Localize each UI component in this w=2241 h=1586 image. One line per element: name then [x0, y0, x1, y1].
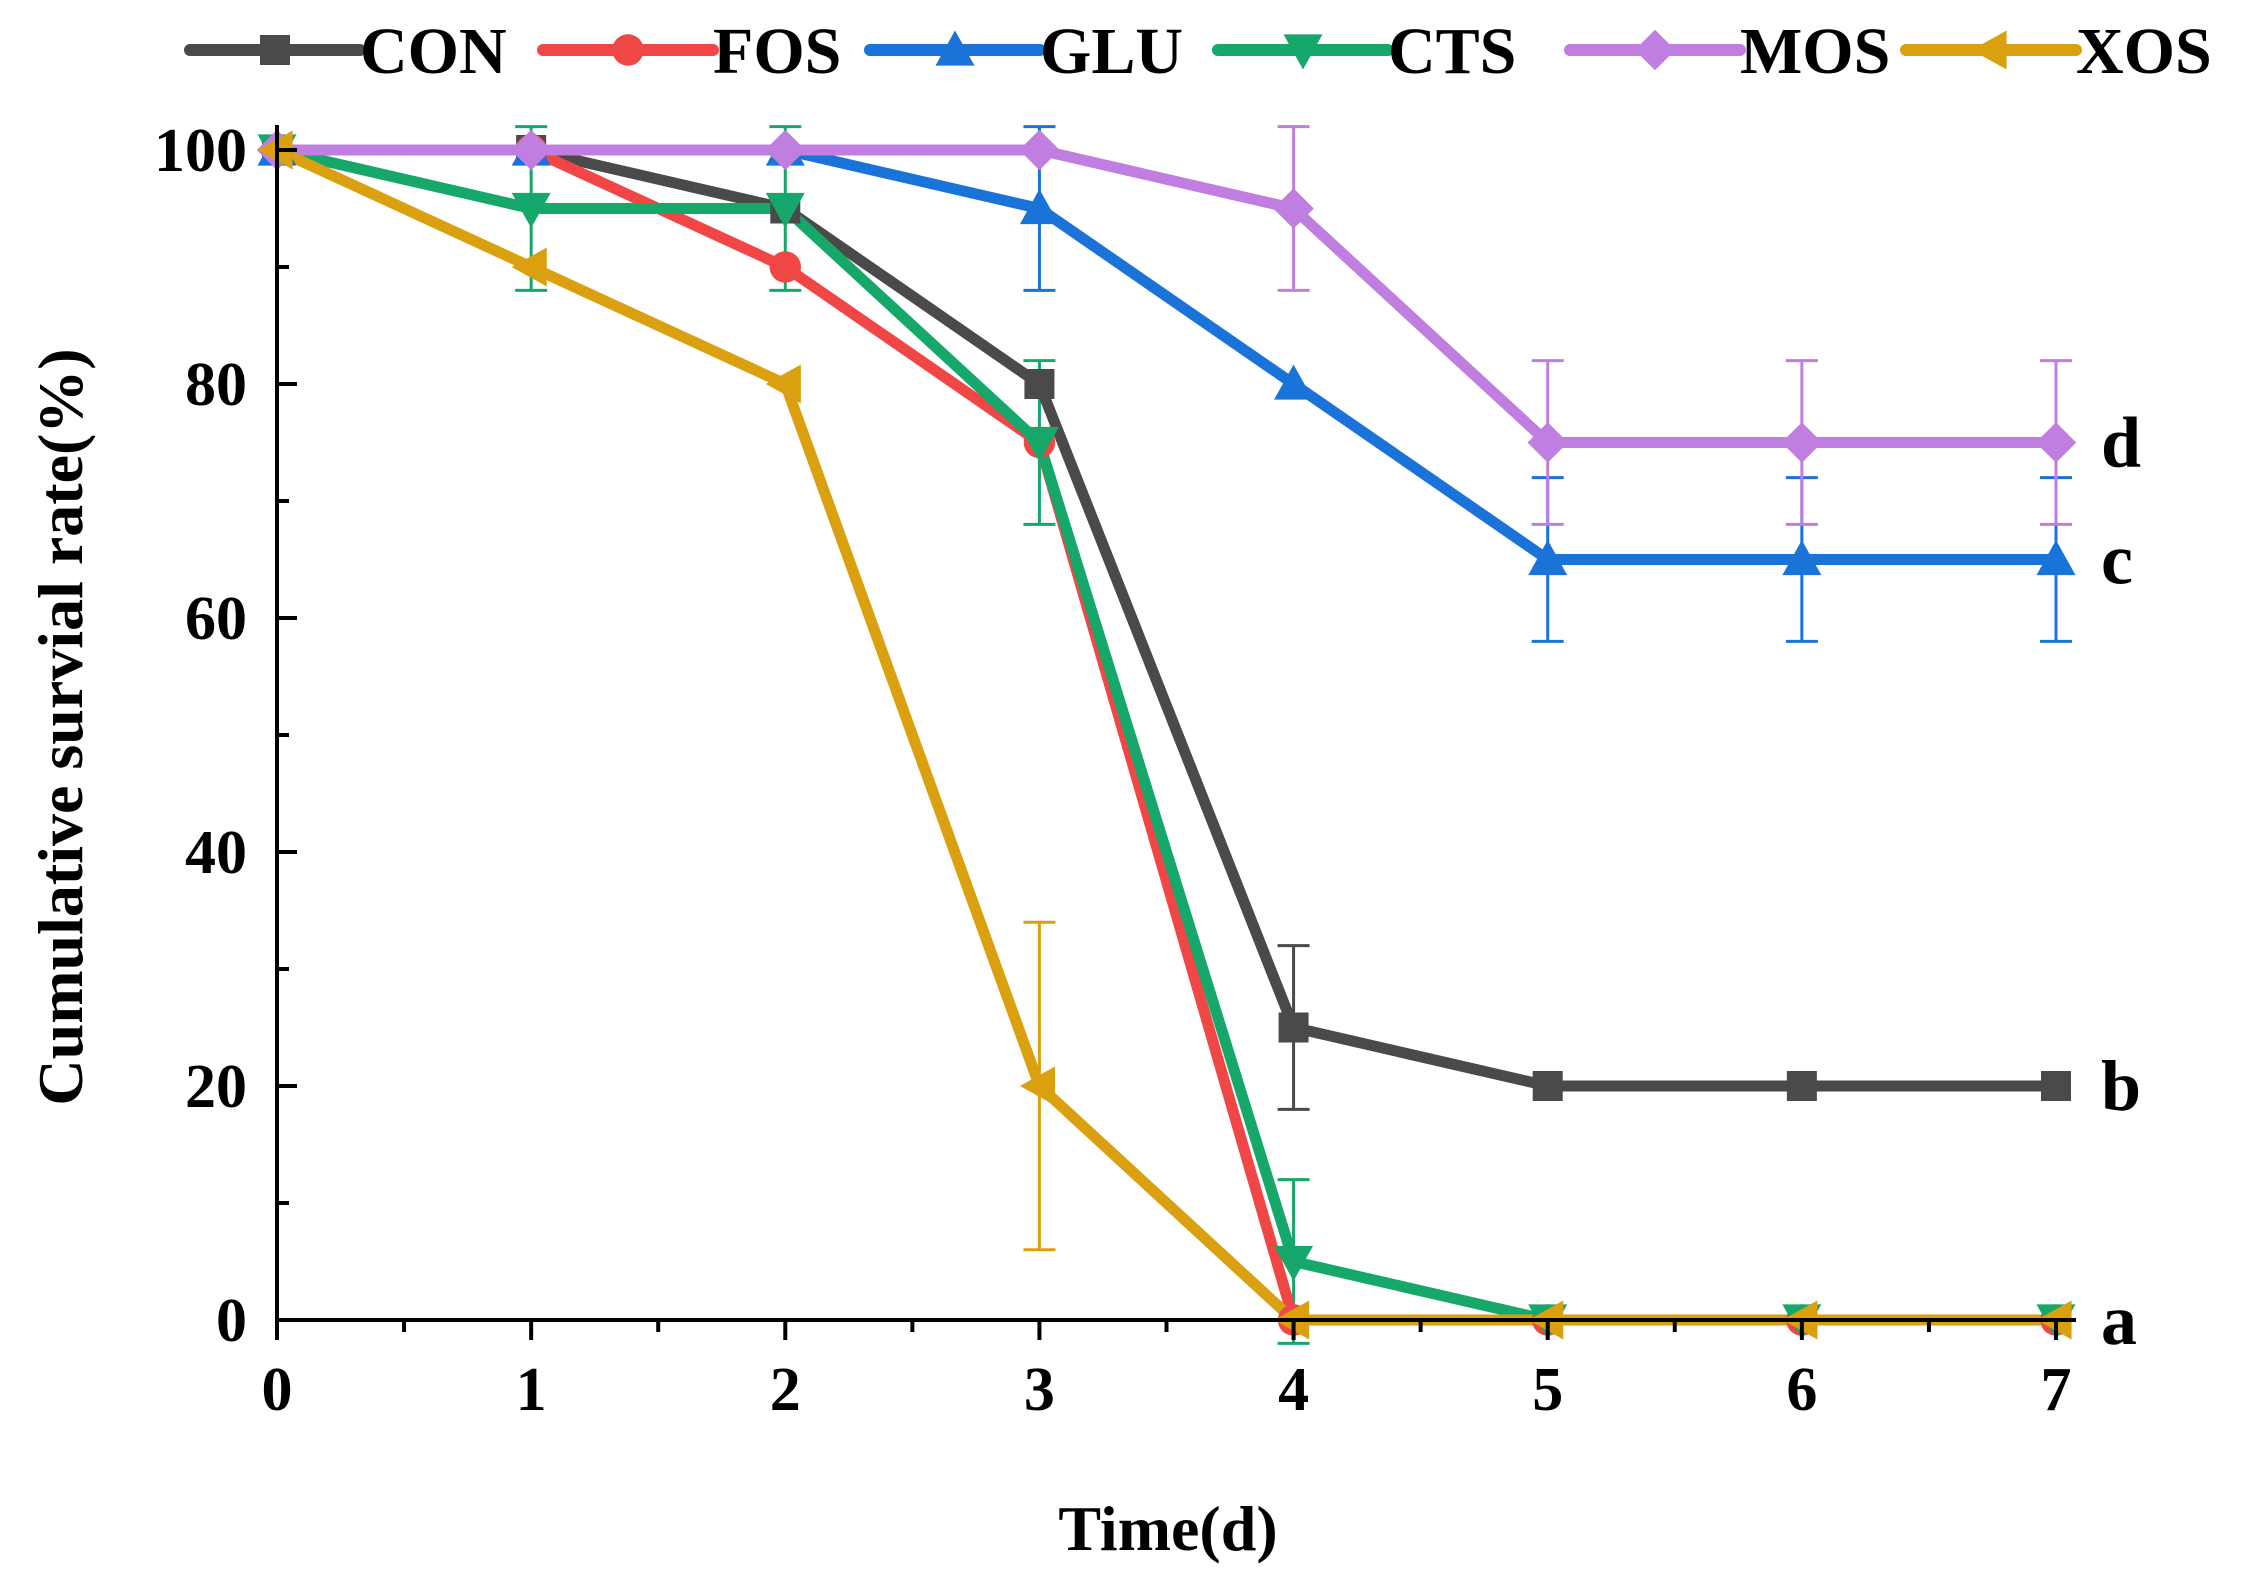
legend-marker-cts [1283, 34, 1323, 70]
y-tick-label: 80 [185, 351, 247, 419]
data-point-mos [2035, 422, 2077, 463]
data-point-xos [511, 247, 547, 287]
x-tick-label: 7 [2041, 1356, 2072, 1424]
x-tick-label: 0 [262, 1356, 293, 1424]
series-line-mos [271, 144, 2062, 448]
y-tick-label: 40 [185, 819, 247, 887]
legend-label-glu: GLU [1040, 15, 1183, 88]
data-point-glu [1528, 540, 1568, 576]
data-point-glu [1782, 540, 1822, 576]
data-point-con [1786, 1071, 1817, 1101]
data-point-glu [2036, 540, 2076, 576]
legend-marker-fos [612, 34, 644, 66]
data-point-mos [510, 129, 552, 171]
data-point-glu [1019, 189, 1059, 225]
series-markers [256, 129, 2077, 1340]
legend-label-fos: FOS [713, 15, 841, 88]
legend-label-cts: CTS [1388, 15, 1516, 88]
x-tick-label: 3 [1024, 1356, 1055, 1424]
x-tick-label: 2 [770, 1356, 801, 1424]
y-tick-label: 60 [185, 585, 247, 653]
series-line-fos [271, 144, 2062, 1326]
data-point-con [1024, 369, 1055, 399]
data-point-mos [1781, 422, 1823, 463]
data-point-con [1532, 1071, 1563, 1101]
data-point-xos [1019, 1066, 1056, 1106]
y-tick-label: 100 [154, 117, 247, 185]
y-axis-title: Cumulative survial rate(%) [25, 348, 96, 1105]
data-point-fos [769, 251, 802, 283]
x-tick-label: 5 [1532, 1356, 1563, 1424]
series-lines [271, 144, 2062, 1326]
series-line-con [271, 144, 2062, 1092]
data-point-mos [1273, 188, 1314, 229]
data-point-cts [1019, 426, 1059, 462]
significance-letter-a: a [2101, 1280, 2137, 1360]
significance-letter-c: c [2101, 520, 2133, 600]
error-bars [515, 125, 2072, 1345]
data-point-mos [765, 129, 806, 171]
data-point-xos [765, 364, 801, 404]
legend-marker-con [260, 35, 290, 65]
legend-label-mos: MOS [1740, 15, 1890, 88]
data-point-glu [1274, 364, 1314, 400]
x-axis-title: Time(d) [1058, 1493, 1277, 1564]
tick-labels: 0 20 40 60 80 100 0 1 2 3 4 5 6 7 [154, 117, 2072, 1424]
data-point-cts [511, 192, 551, 228]
legend: CON FOS GLU CTS MOS XOS [184, 15, 2212, 88]
legend-marker-xos [1971, 30, 2007, 70]
significance-letter-d: d [2101, 403, 2141, 483]
x-tick-label: 1 [516, 1356, 547, 1424]
data-point-cts [1274, 1245, 1314, 1281]
data-point-cts [765, 192, 805, 228]
legend-label-xos: XOS [2076, 15, 2212, 88]
data-point-con [1278, 1012, 1309, 1043]
legend-marker-glu [935, 30, 975, 66]
x-tick-label: 6 [1786, 1356, 1817, 1424]
y-tick-label: 0 [216, 1287, 247, 1355]
legend-marker-mos [1634, 29, 1676, 71]
significance-letter-b: b [2101, 1046, 2141, 1126]
significance-letters: dc b a [2101, 403, 2141, 1361]
data-point-mos [1527, 422, 1568, 463]
series-line-xos [271, 144, 2062, 1326]
series-line-cts [271, 144, 2062, 1326]
y-tick-label: 20 [185, 1053, 247, 1121]
axes [275, 125, 2076, 1340]
data-point-mos [1019, 129, 1060, 171]
data-point-con [2041, 1071, 2071, 1101]
legend-label-con: CON [360, 15, 507, 88]
x-tick-label: 4 [1278, 1356, 1309, 1424]
